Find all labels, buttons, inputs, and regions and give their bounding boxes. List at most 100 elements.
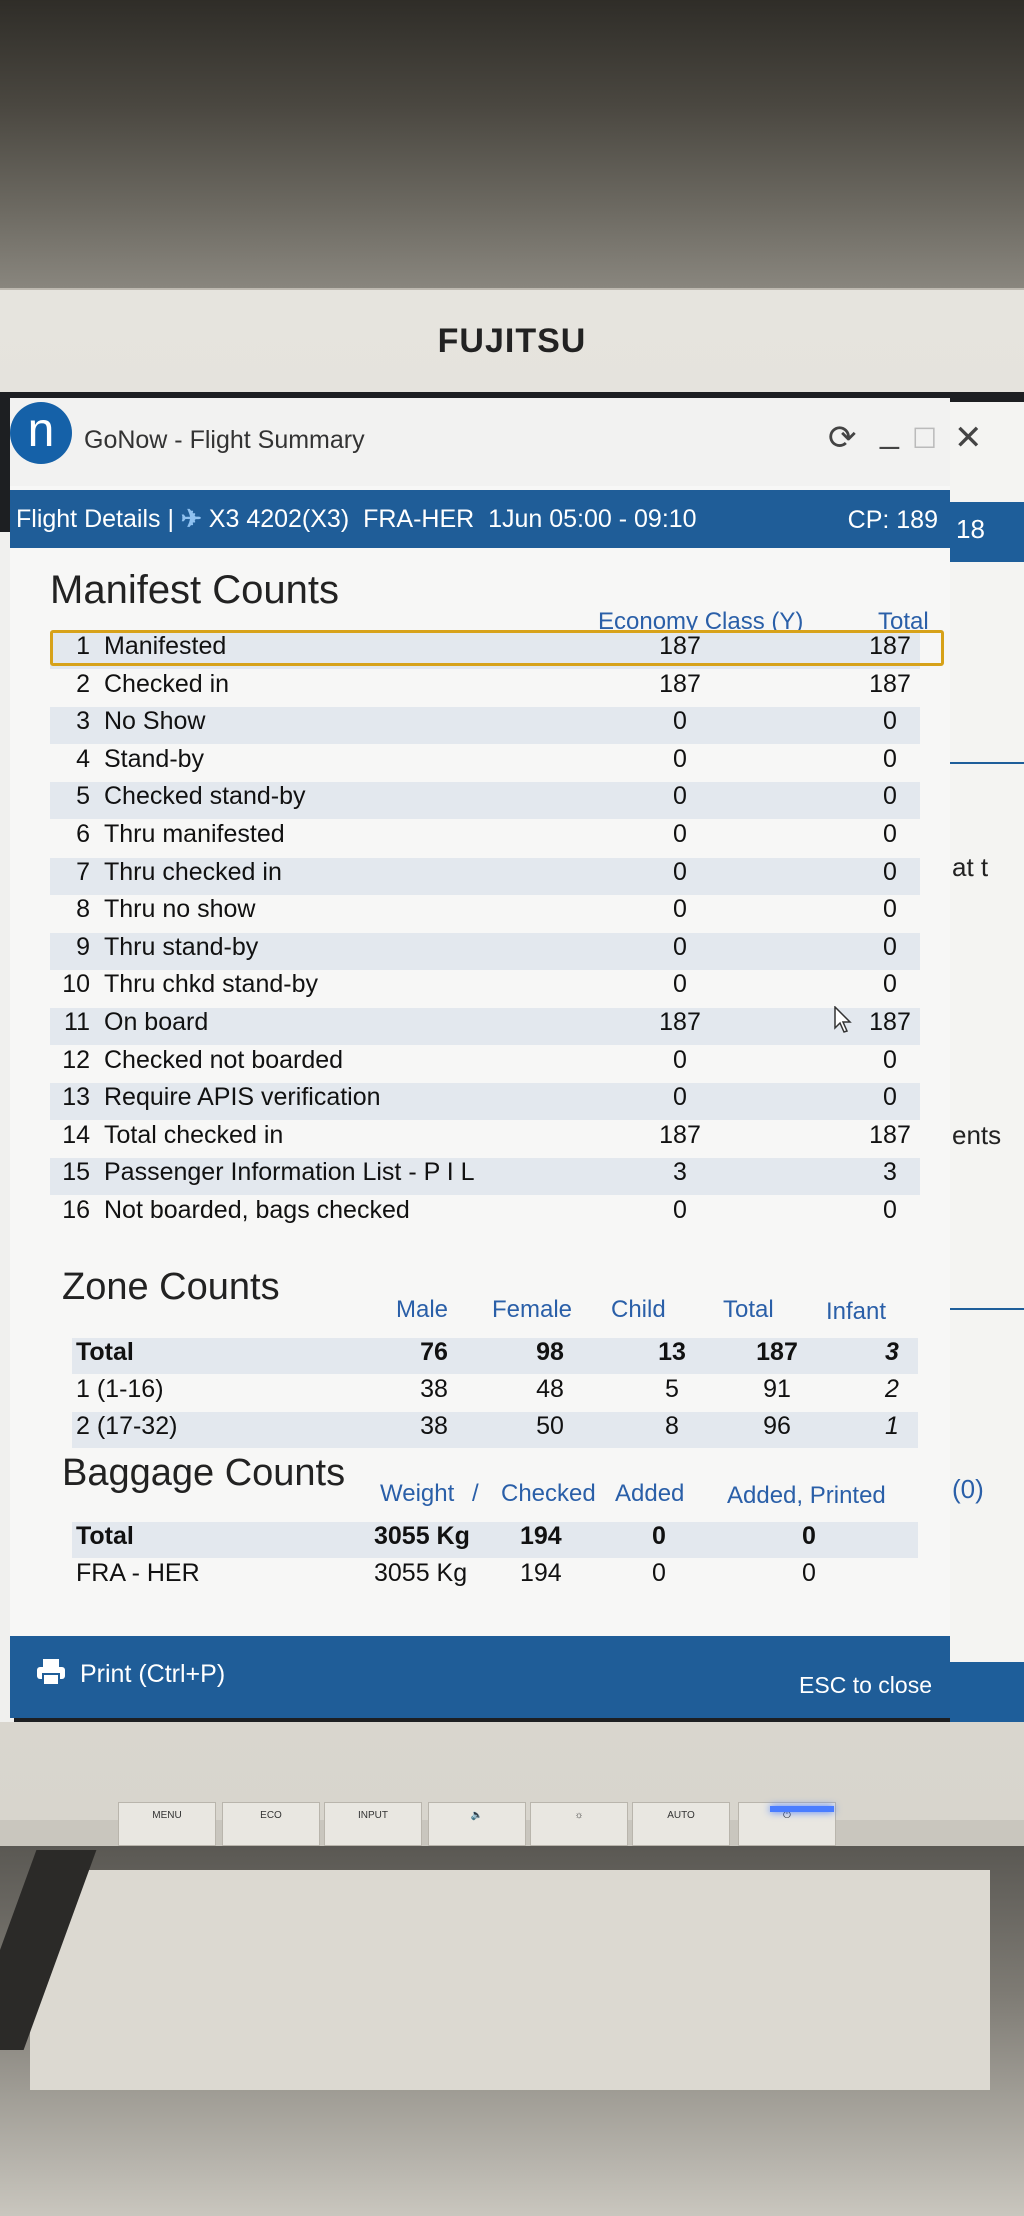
background-fragment: (0) bbox=[952, 1474, 984, 1504]
monitor-button[interactable]: AUTO bbox=[632, 1802, 730, 1846]
dialog-footer: Print (Ctrl+P) ESC to close bbox=[10, 1636, 950, 1718]
baggage-weight: 3055 Kg bbox=[374, 1522, 470, 1550]
bag-col-weight: Weight bbox=[380, 1480, 455, 1507]
total-value: 187 bbox=[869, 1008, 911, 1036]
row-label: Manifested bbox=[104, 632, 227, 660]
flight-details-label: Flight Details | bbox=[16, 505, 174, 533]
bag-col-added: Added bbox=[615, 1480, 685, 1507]
maximize-button[interactable]: ☐ bbox=[912, 423, 938, 454]
monitor-screen: 18 at t ents (0) n GoNow - Flight Summar… bbox=[0, 392, 1024, 1722]
economy-value: 0 bbox=[673, 932, 687, 961]
manifest-row[interactable]: 3 No Show 0 0 bbox=[50, 707, 920, 745]
economy-value: 0 bbox=[673, 782, 687, 811]
manifest-row[interactable]: 10 Thru chkd stand-by 0 0 bbox=[50, 970, 920, 1007]
background-divider bbox=[950, 1308, 1024, 1310]
manifest-row[interactable]: 11 On board 187 187 bbox=[50, 1008, 920, 1045]
economy-value: 0 bbox=[673, 744, 687, 773]
baggage-checked: 194 bbox=[520, 1522, 562, 1550]
row-label: Not boarded, bags checked bbox=[104, 1196, 410, 1224]
economy-value: 0 bbox=[673, 1083, 687, 1112]
row-label: Thru stand-by bbox=[104, 932, 259, 961]
manifest-row[interactable]: 14 Total checked in 187 187 bbox=[50, 1121, 920, 1158]
row-number: 11 bbox=[64, 1008, 90, 1036]
economy-value: 0 bbox=[673, 820, 687, 848]
zone-row[interactable]: 2 (17-32) 38 50 8 96 1 bbox=[72, 1412, 918, 1448]
row-label: Require APIS verification bbox=[104, 1083, 381, 1112]
minimize-button[interactable]: _ bbox=[880, 412, 899, 450]
row-number: 7 bbox=[76, 857, 90, 886]
monitor-button[interactable]: MENU bbox=[118, 1802, 216, 1846]
background-fragment: at t bbox=[952, 852, 989, 882]
manifest-row[interactable]: 5 Checked stand-by 0 0 bbox=[50, 782, 920, 820]
zone-male: 38 bbox=[420, 1375, 448, 1403]
esc-to-close[interactable]: ESC to close bbox=[799, 1672, 932, 1698]
economy-value: 3 bbox=[673, 1158, 687, 1187]
manifest-row[interactable]: 8 Thru no show 0 0 bbox=[50, 895, 920, 932]
manifest-row[interactable]: 4 Stand-by 0 0 bbox=[50, 745, 920, 782]
baggage-row[interactable]: FRA - HER 3055 Kg 194 0 0 bbox=[72, 1559, 918, 1595]
baggage-title: Baggage Counts bbox=[62, 1452, 346, 1494]
row-label: No Show bbox=[104, 707, 206, 736]
monitor-button[interactable]: INPUT bbox=[324, 1802, 422, 1846]
row-number: 8 bbox=[76, 895, 90, 924]
baggage-row[interactable]: Total 3055 Kg 194 0 0 bbox=[72, 1522, 918, 1558]
row-number: 3 bbox=[76, 707, 90, 736]
economy-value: 0 bbox=[673, 970, 687, 999]
baggage-added: 0 bbox=[652, 1522, 666, 1550]
total-value: 0 bbox=[883, 932, 897, 961]
zone-label: Total bbox=[76, 1338, 134, 1366]
row-number: 5 bbox=[76, 782, 90, 811]
zone-male: 76 bbox=[420, 1338, 448, 1366]
zone-total: 187 bbox=[756, 1338, 798, 1366]
flight-summary-dialog: n GoNow - Flight Summary ⟳ _ ☐ ✕ Flight … bbox=[10, 398, 983, 1718]
row-number: 15 bbox=[62, 1158, 90, 1187]
zone-infant: 1 bbox=[885, 1412, 899, 1440]
monitor-button[interactable]: ECO bbox=[222, 1802, 320, 1846]
manifest-row[interactable]: 12 Checked not boarded 0 0 bbox=[50, 1046, 920, 1083]
wall-background bbox=[0, 0, 1024, 300]
close-button[interactable]: ✕ bbox=[954, 419, 983, 457]
flight-number: X3 4202(X3) bbox=[208, 505, 350, 533]
zone-col-total: Total bbox=[723, 1296, 774, 1323]
flight-route: FRA-HER bbox=[363, 505, 475, 533]
total-value: 0 bbox=[883, 820, 897, 848]
total-value: 0 bbox=[883, 707, 897, 736]
refresh-icon[interactable]: ⟳ bbox=[828, 419, 857, 457]
zone-row[interactable]: 1 (1-16) 38 48 5 91 2 bbox=[72, 1375, 918, 1411]
monitor-button[interactable]: 🔈 bbox=[428, 1802, 526, 1846]
bag-col-checked: Checked bbox=[501, 1480, 596, 1507]
total-value: 0 bbox=[883, 744, 897, 773]
monitor-button[interactable]: ☼ bbox=[530, 1802, 628, 1846]
economy-value: 0 bbox=[673, 707, 687, 736]
zone-female: 48 bbox=[536, 1375, 564, 1403]
zone-child: 8 bbox=[665, 1412, 679, 1440]
row-label: Checked stand-by bbox=[104, 782, 306, 811]
desk-surface bbox=[30, 1870, 990, 2090]
row-label: Total checked in bbox=[104, 1120, 284, 1149]
zone-female: 98 bbox=[536, 1338, 564, 1366]
manifest-row[interactable]: 16 Not boarded, bags checked 0 0 bbox=[50, 1196, 920, 1233]
zone-col-male: Male bbox=[396, 1296, 449, 1323]
manifest-row[interactable]: 9 Thru stand-by 0 0 bbox=[50, 932, 920, 970]
manifest-row[interactable]: 2 Checked in 187 187 bbox=[50, 670, 920, 707]
flight-details-header: Flight Details | ✈ X3 4202(X3) FRA-HER 1… bbox=[10, 490, 950, 548]
manifest-row[interactable]: 6 Thru manifested 0 0 bbox=[50, 820, 920, 857]
row-label: Thru no show bbox=[104, 895, 256, 924]
row-label: Checked not boarded bbox=[104, 1045, 344, 1074]
gonow-logo: n bbox=[10, 402, 72, 464]
zone-col-infant: Infant bbox=[826, 1298, 887, 1325]
manifest-row[interactable]: 7 Thru checked in 0 0 bbox=[50, 857, 920, 895]
zone-col-child: Child bbox=[611, 1296, 666, 1323]
manifest-row[interactable]: 1 Manifested 187 187 bbox=[50, 632, 920, 669]
total-value: 0 bbox=[883, 970, 897, 999]
row-label: Checked in bbox=[104, 669, 230, 698]
row-number: 4 bbox=[76, 744, 90, 773]
manifest-row[interactable]: 15 Passenger Information List - P I L 3 3 bbox=[50, 1158, 920, 1196]
print-button[interactable]: Print (Ctrl+P) bbox=[80, 1660, 226, 1688]
row-number: 14 bbox=[62, 1120, 90, 1149]
total-value: 187 bbox=[869, 1120, 911, 1149]
manifest-title: Manifest Counts bbox=[50, 568, 340, 612]
economy-value: 0 bbox=[673, 1196, 687, 1224]
manifest-row[interactable]: 13 Require APIS verification 0 0 bbox=[50, 1083, 920, 1121]
zone-row[interactable]: Total 76 98 13 187 3 bbox=[72, 1338, 918, 1374]
